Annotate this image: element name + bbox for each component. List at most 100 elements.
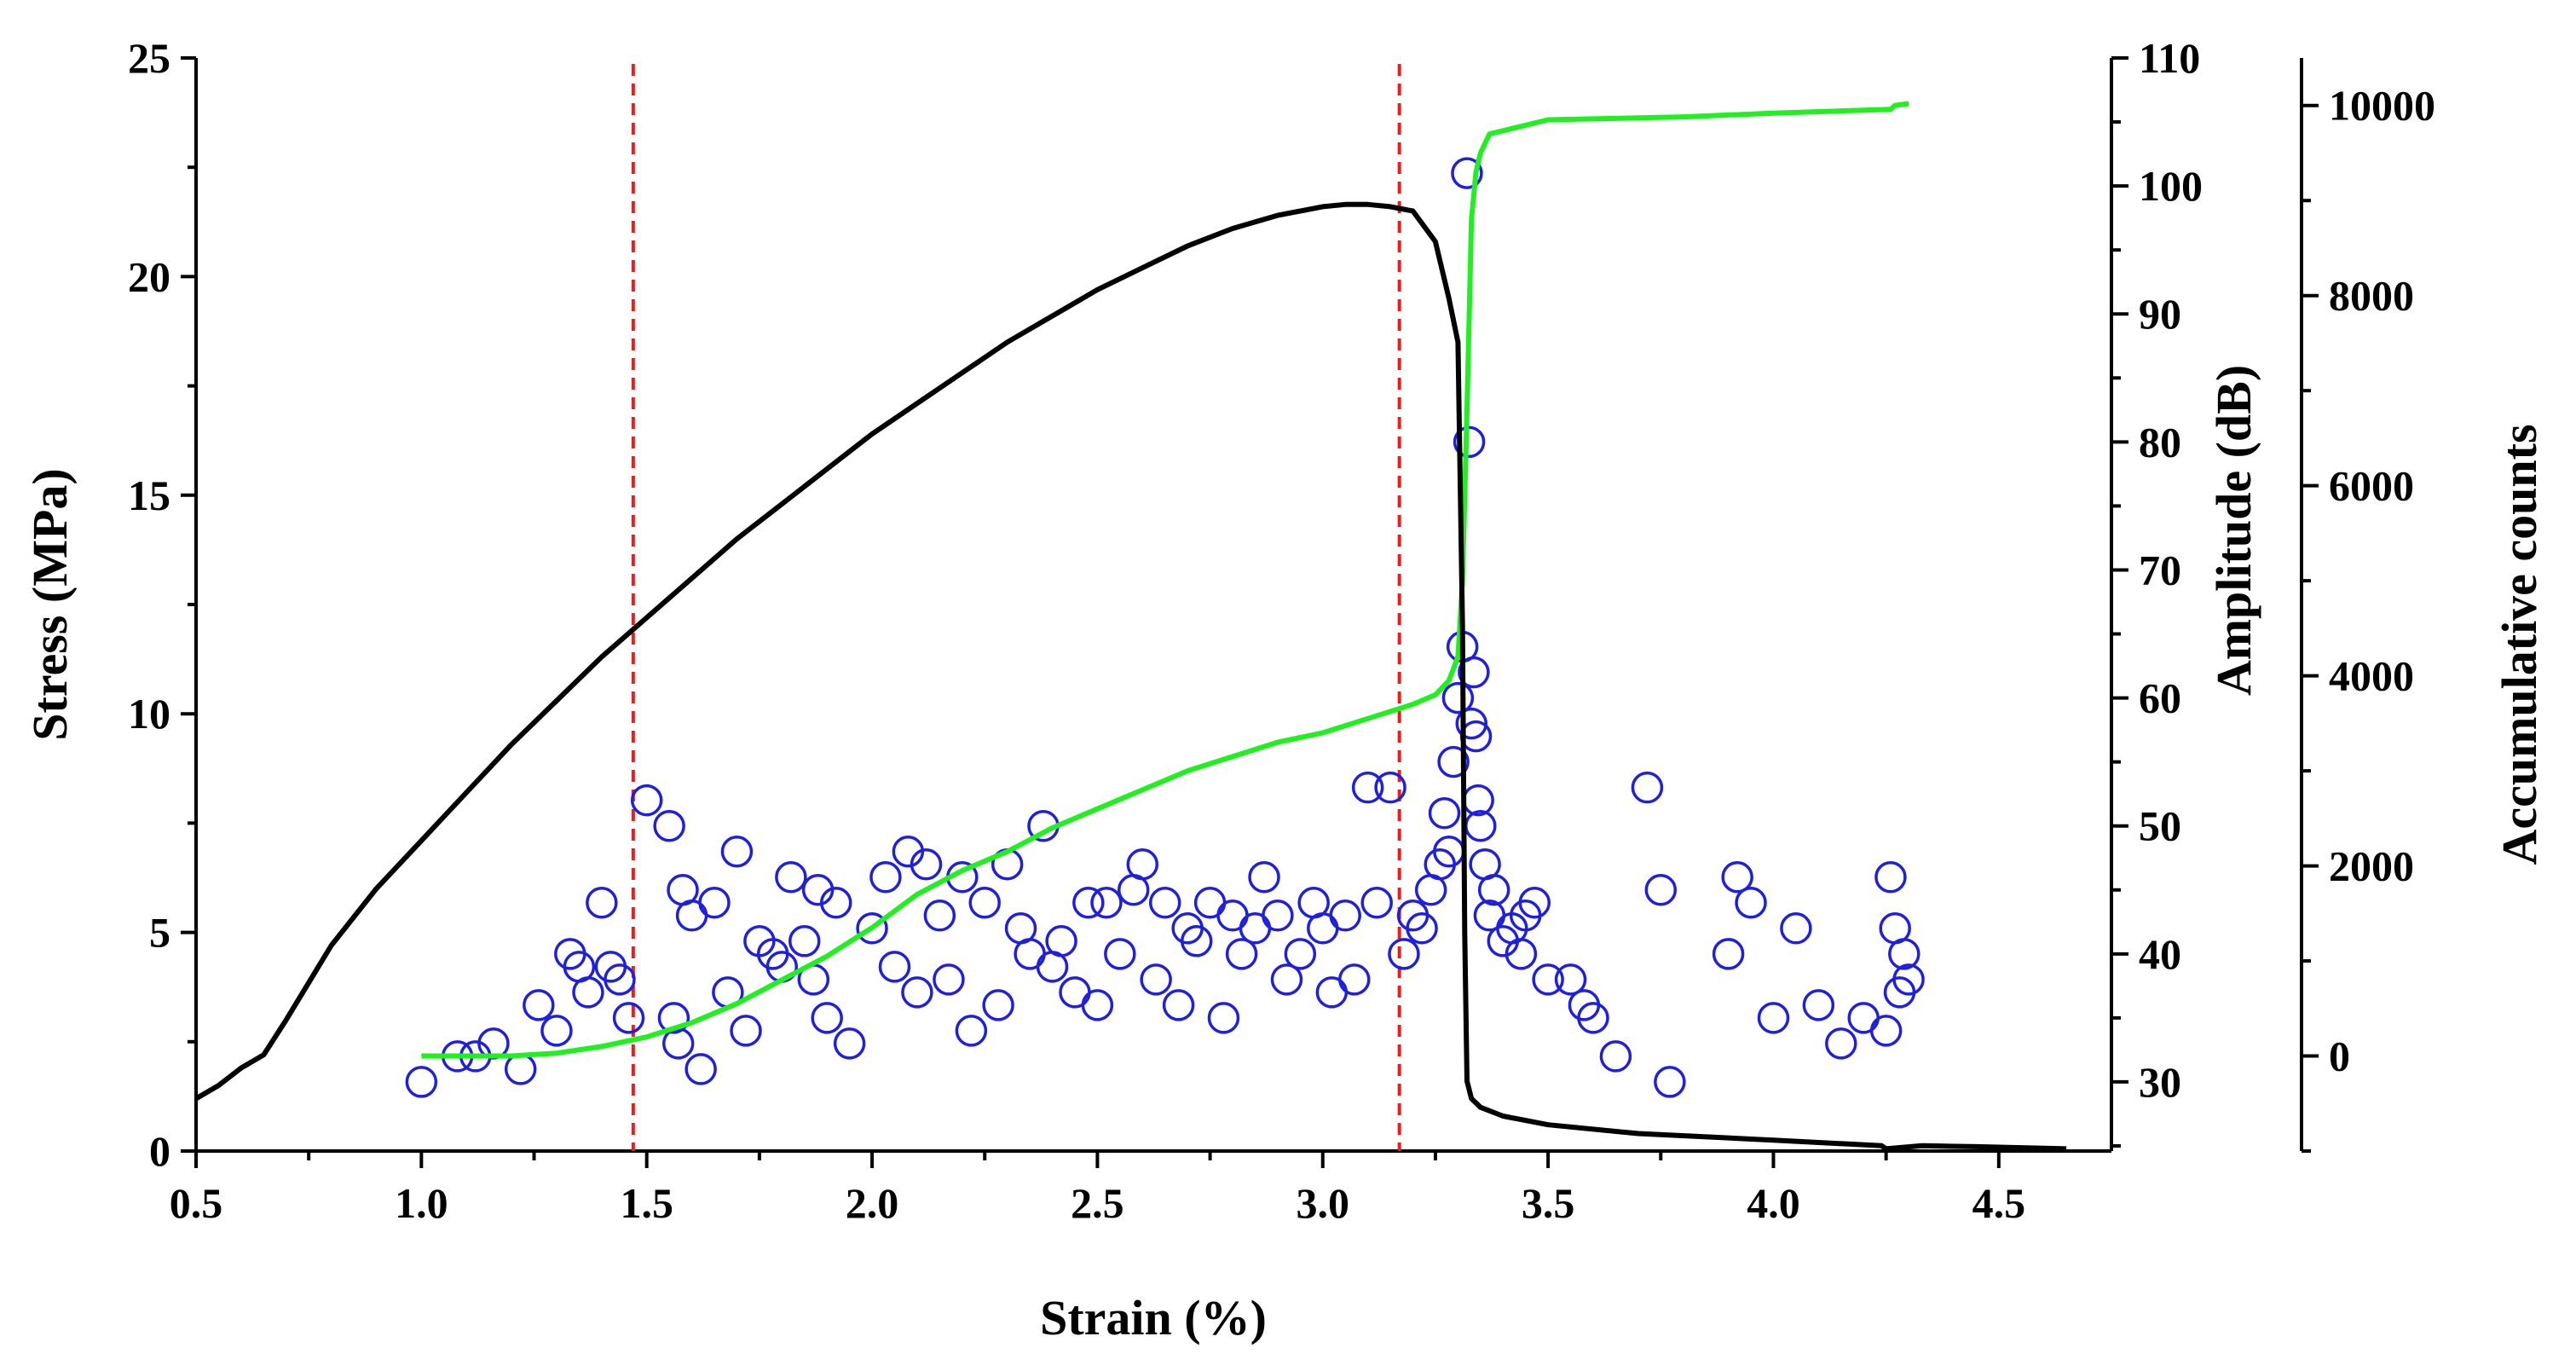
amplitude-point bbox=[1654, 1066, 1686, 1098]
amplitude-point bbox=[901, 976, 933, 1009]
amplitude-point bbox=[1284, 938, 1317, 970]
counts-tick-label: 4000 bbox=[2329, 652, 2414, 700]
amplitude-point bbox=[1248, 860, 1280, 894]
amplitude-point bbox=[1477, 874, 1510, 906]
counts-tick-label: 0 bbox=[2329, 1033, 2350, 1080]
x-tick-label: 2.0 bbox=[846, 1179, 899, 1227]
amplitude-point bbox=[653, 809, 685, 842]
amplitude-point bbox=[612, 1002, 645, 1034]
amplitude-point bbox=[811, 1002, 843, 1034]
amplitude-point bbox=[1270, 963, 1303, 996]
amplitude-tick-label: 70 bbox=[2139, 546, 2181, 593]
amplitude-point bbox=[788, 925, 821, 957]
amplitude-point bbox=[878, 951, 911, 983]
amplitude-point bbox=[1180, 925, 1213, 957]
amplitude-point bbox=[1081, 989, 1114, 1021]
amplitude-series bbox=[405, 157, 1925, 1098]
stress-tick-label: 5 bbox=[149, 909, 170, 957]
amplitude-point bbox=[1892, 963, 1925, 996]
amplitude-point bbox=[869, 860, 902, 894]
amplitude-point bbox=[1802, 989, 1835, 1021]
amplitude-point bbox=[1599, 1040, 1632, 1073]
stress-tick-label: 25 bbox=[128, 34, 170, 82]
amplitude-point bbox=[684, 1053, 717, 1085]
stress-axis-title: Stress (MPa) bbox=[22, 468, 78, 740]
amplitude-point bbox=[1225, 938, 1258, 970]
amplitude-point bbox=[1735, 887, 1767, 919]
amplitude-point bbox=[540, 1015, 573, 1047]
x-tick-label: 4.0 bbox=[1747, 1179, 1800, 1227]
stress-tick-label: 20 bbox=[128, 252, 170, 300]
counts-line bbox=[421, 101, 1909, 1059]
counts-tick-label: 8000 bbox=[2329, 272, 2414, 320]
amplitude-point bbox=[1554, 963, 1587, 996]
amplitude-point bbox=[1644, 874, 1678, 906]
amplitude-point bbox=[910, 847, 943, 881]
amplitude-point bbox=[1360, 887, 1393, 919]
amplitude-point bbox=[1072, 887, 1105, 919]
stress-tick-label: 10 bbox=[128, 690, 170, 738]
amplitude-tick-label: 80 bbox=[2139, 418, 2181, 466]
amplitude-point bbox=[1888, 938, 1920, 970]
x-tick-label: 0.5 bbox=[170, 1179, 223, 1227]
amplitude-tick-label: 100 bbox=[2139, 162, 2203, 210]
amplitude-point bbox=[586, 887, 618, 919]
counts-tick-label: 10000 bbox=[2329, 82, 2435, 130]
amplitude-point bbox=[1351, 771, 1384, 804]
amplitude-point bbox=[1140, 963, 1172, 996]
x-tick-label: 1.5 bbox=[620, 1179, 673, 1227]
amplitude-point bbox=[1712, 938, 1745, 970]
amplitude-tick-label: 30 bbox=[2139, 1058, 2181, 1106]
amplitude-point bbox=[1631, 771, 1664, 804]
amplitude-tick-label: 50 bbox=[2139, 802, 2181, 850]
amplitude-point bbox=[572, 976, 604, 1009]
counts-tick-label: 2000 bbox=[2329, 842, 2414, 890]
amplitude-point bbox=[730, 1015, 762, 1047]
amplitude-point bbox=[1518, 887, 1551, 919]
amplitude-point bbox=[1451, 157, 1483, 189]
amplitude-tick-label: 90 bbox=[2139, 290, 2181, 338]
amplitude-point bbox=[1455, 707, 1487, 740]
amplitude-point bbox=[1428, 796, 1461, 830]
amplitude-point bbox=[720, 835, 754, 868]
counts-tick-label: 6000 bbox=[2329, 462, 2414, 510]
amplitude-point bbox=[1329, 900, 1361, 932]
amplitude-point bbox=[698, 887, 731, 919]
stage-divider-lines bbox=[631, 64, 1401, 1151]
amplitude-point bbox=[982, 989, 1014, 1021]
amplitude-point bbox=[820, 887, 852, 919]
amplitude-tick-label: 40 bbox=[2139, 930, 2181, 978]
amplitude-point bbox=[1577, 1002, 1609, 1034]
x-tick-label: 4.5 bbox=[1972, 1179, 2026, 1227]
amplitude-point bbox=[1388, 938, 1420, 970]
amplitude-point bbox=[1374, 771, 1406, 804]
x-tick-label: 2.5 bbox=[1071, 1179, 1124, 1227]
amplitude-tick-label: 110 bbox=[2139, 34, 2200, 82]
stress-series bbox=[194, 201, 2067, 1152]
amplitude-point bbox=[1148, 887, 1181, 919]
amplitude-tick-label: 60 bbox=[2139, 674, 2181, 722]
amplitude-point bbox=[1207, 1002, 1240, 1034]
amplitude-point bbox=[523, 989, 555, 1021]
amplitude-point bbox=[1437, 745, 1470, 778]
counts-series bbox=[421, 101, 1909, 1059]
amplitude-point bbox=[1441, 681, 1475, 714]
amplitude-point bbox=[1721, 860, 1753, 894]
amplitude-point bbox=[1338, 963, 1371, 996]
amplitude-point bbox=[1757, 1002, 1790, 1034]
amplitude-point bbox=[657, 1002, 690, 1034]
amplitude-point bbox=[1458, 656, 1490, 689]
amplitude-point bbox=[1090, 887, 1123, 919]
amplitude-point bbox=[1532, 963, 1564, 996]
x-tick-label: 1.0 bbox=[395, 1179, 448, 1227]
stress-tick-label: 15 bbox=[128, 471, 170, 519]
ticks: 0.5 1.0 1.5 2.0 2.5 3.0 3.5 4.0 4.5 0 5 10 15 20 25 30 4… bbox=[128, 34, 2435, 1227]
amplitude-point bbox=[1505, 938, 1538, 970]
amplitude-point bbox=[405, 1066, 438, 1098]
amplitude-point bbox=[923, 900, 956, 932]
amplitude-point bbox=[1825, 1027, 1857, 1060]
amplitude-axis-title: Amplitude (dB) bbox=[2206, 365, 2261, 696]
amplitude-point bbox=[955, 1015, 988, 1047]
amplitude-point bbox=[1045, 925, 1077, 957]
